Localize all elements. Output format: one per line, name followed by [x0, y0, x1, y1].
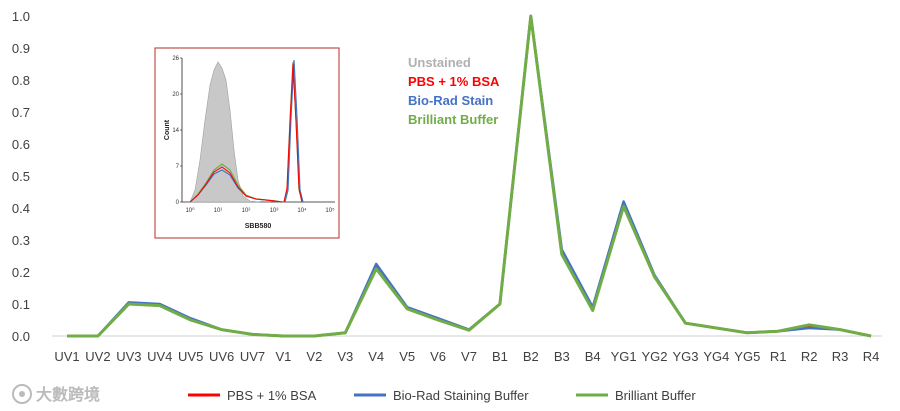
- x-tick-label: UV7: [240, 349, 265, 364]
- inset-legend: Unstained PBS + 1% BSA Bio-Rad Stain Bri…: [408, 55, 500, 127]
- y-tick-label: 0.8: [12, 73, 30, 88]
- x-tick-label: R2: [801, 349, 818, 364]
- inset-legend-item: Unstained: [408, 55, 471, 70]
- y-axis-ticks: 0.0 0.1 0.2 0.3 0.4 0.5 0.6 0.7 0.8 0.9 1.0: [12, 9, 30, 344]
- y-tick-label: 0.6: [12, 137, 30, 152]
- inset-frame: [154, 47, 340, 239]
- inset-y-ticks: 0 7 14 20 26: [172, 56, 182, 206]
- watermark-logo: 大數跨境: [12, 384, 100, 404]
- inset-x-tick-label: 10⁵: [325, 207, 335, 214]
- x-tick-label: V4: [368, 349, 384, 364]
- inset-x-tick-label: 10²: [242, 208, 251, 214]
- x-tick-label: B2: [523, 349, 539, 364]
- y-tick-label: 0.9: [12, 41, 30, 56]
- series-lines: [67, 14, 872, 338]
- inset-legend-item: PBS + 1% BSA: [408, 74, 500, 89]
- x-tick-label: V6: [430, 349, 446, 364]
- inset-y-tick-label: 26: [172, 56, 179, 62]
- x-tick-label: YG1: [611, 349, 637, 364]
- x-tick-label: B4: [585, 349, 601, 364]
- x-tick-label: YG4: [703, 349, 729, 364]
- x-tick-label: V1: [276, 349, 292, 364]
- x-tick-label: YG3: [672, 349, 698, 364]
- legend: PBS + 1% BSA Bio-Rad Staining Buffer Bri…: [188, 388, 696, 403]
- y-tick-label: 0.4: [12, 201, 30, 216]
- y-tick-label: 0.0: [12, 329, 30, 344]
- inset-x-tick-label: 10³: [270, 208, 279, 214]
- x-tick-label: UV4: [147, 349, 172, 364]
- x-tick-label: UV6: [209, 349, 234, 364]
- y-tick-label: 0.3: [12, 233, 30, 248]
- inset-y-tick-label: 20: [172, 92, 179, 98]
- x-tick-label: YG2: [642, 349, 668, 364]
- legend-label-brilliant: Brilliant Buffer: [615, 388, 696, 403]
- x-tick-label: B3: [554, 349, 570, 364]
- x-tick-label: V2: [306, 349, 322, 364]
- y-tick-label: 0.5: [12, 169, 30, 184]
- x-tick-label: B1: [492, 349, 508, 364]
- inset-bright-peak-blue: [284, 59, 304, 203]
- inset-x-label: SBB580: [245, 223, 272, 230]
- legend-label-bio-rad: Bio-Rad Staining Buffer: [393, 388, 529, 403]
- y-tick-label: 0.1: [12, 297, 30, 312]
- inset-bright-peak-red: [283, 63, 303, 203]
- inset-unstained-peak: [189, 61, 261, 203]
- x-tick-label: V5: [399, 349, 415, 364]
- series-line-brilliant-buffer: [67, 14, 872, 338]
- watermark-icon-dot: [19, 391, 25, 397]
- inset-legend-item: Bio-Rad Stain: [408, 93, 493, 108]
- watermark-text: 大數跨境: [36, 385, 100, 404]
- inset-x-ticks: 10⁰ 10¹ 10² 10³ 10⁴ 10⁵: [185, 207, 335, 214]
- y-tick-label: 0.7: [12, 105, 30, 120]
- x-tick-label: R1: [770, 349, 787, 364]
- x-tick-label: UV3: [116, 349, 141, 364]
- inset-y-tick-label: 7: [176, 164, 180, 170]
- x-tick-label: UV5: [178, 349, 203, 364]
- x-tick-label: V7: [461, 349, 477, 364]
- watermark-icon: [12, 384, 32, 404]
- y-tick-label: 0.2: [12, 265, 30, 280]
- x-tick-label: UV2: [85, 349, 110, 364]
- inset-legend-item: Brilliant Buffer: [408, 112, 498, 127]
- x-tick-label: R3: [832, 349, 849, 364]
- x-axis-ticks: UV1 UV2 UV3 UV4 UV5 UV6 UV7 V1 V2 V3 V4 V5 V6 V7 B1 B2 B…: [54, 349, 879, 364]
- legend-label-pbs: PBS + 1% BSA: [227, 388, 317, 403]
- inset-x-tick-label: 10⁴: [297, 207, 307, 214]
- y-tick-label: 1.0: [12, 9, 30, 24]
- inset-y-tick-label: 0: [176, 200, 180, 206]
- x-tick-label: R4: [863, 349, 880, 364]
- inset-x-tick-label: 10¹: [214, 208, 223, 214]
- x-tick-label: V3: [337, 349, 353, 364]
- inset-peak-pbs: [189, 166, 283, 203]
- inset-x-tick-label: 10⁰: [185, 207, 195, 214]
- inset-histogram: 0 7 14 20 26 10⁰ 10¹ 10² 10³ 10⁴ 10⁵ Count SBB580: [154, 47, 340, 239]
- inset-y-tick-label: 14: [172, 128, 179, 134]
- inset-y-label: Count: [164, 119, 171, 140]
- x-tick-label: UV1: [54, 349, 79, 364]
- x-tick-label: YG5: [734, 349, 760, 364]
